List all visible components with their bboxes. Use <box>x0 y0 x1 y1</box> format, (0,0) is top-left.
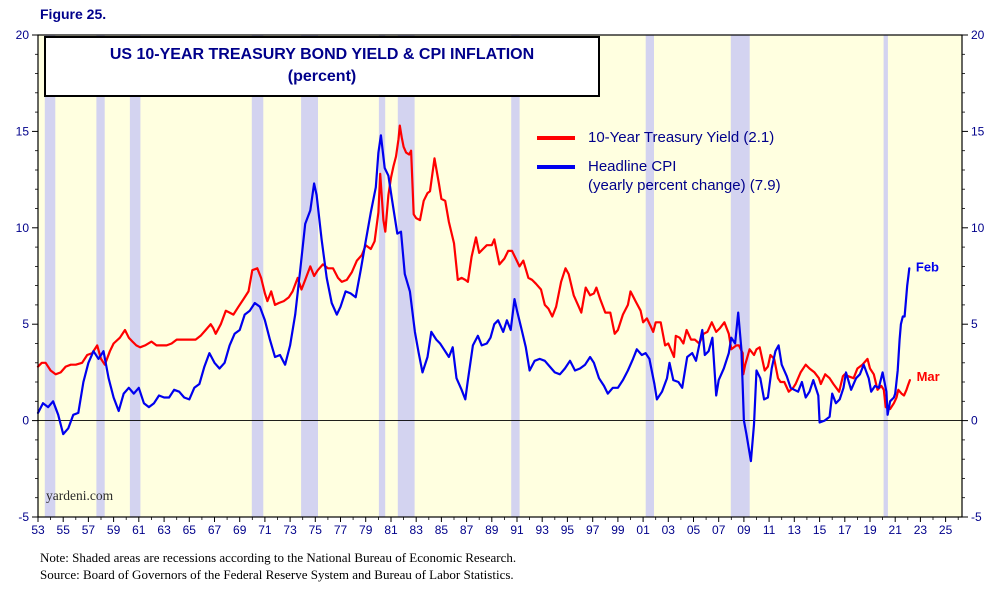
legend-label-cpi-line1: Headline CPI <box>588 157 677 175</box>
x-axis-label: 75 <box>309 523 323 537</box>
x-axis-label: 89 <box>485 523 499 537</box>
x-axis-label: 09 <box>737 523 751 537</box>
x-axis-label: 23 <box>914 523 928 537</box>
x-axis-label: 97 <box>586 523 600 537</box>
x-axis-label: 91 <box>510 523 524 537</box>
y-axis-label-left: 10 <box>16 221 30 235</box>
y-axis-label-left: -5 <box>18 510 29 524</box>
x-axis-label: 61 <box>132 523 146 537</box>
recession-band <box>883 35 888 517</box>
y-axis-label-left: 15 <box>16 124 30 138</box>
x-axis-label: 71 <box>258 523 272 537</box>
x-axis-label: 19 <box>863 523 877 537</box>
x-axis-label: 83 <box>410 523 424 537</box>
x-axis-label: 13 <box>788 523 802 537</box>
recession-band <box>301 35 318 517</box>
y-axis-label-right: 10 <box>971 221 985 235</box>
y-axis-label-right: 0 <box>971 414 978 428</box>
recession-band <box>251 35 264 517</box>
x-axis-label: 79 <box>359 523 373 537</box>
legend-label-treasury: 10-Year Treasury Yield (2.1) <box>588 129 775 146</box>
footnotes: Note: Shaded areas are recessions accord… <box>40 550 516 583</box>
recession-band <box>645 35 654 517</box>
x-axis-label: 21 <box>889 523 903 537</box>
recession-band <box>129 35 141 517</box>
headline-cpi-line <box>36 134 911 463</box>
y-axis-label-right: 15 <box>971 124 985 138</box>
legend-label-cpi-line2: (yearly percent change) (7.9) <box>588 177 781 194</box>
x-axis-label: 07 <box>712 523 726 537</box>
x-axis-label: 77 <box>334 523 348 537</box>
y-axis-label-left: 0 <box>22 414 29 428</box>
plot-background <box>38 35 962 517</box>
recession-band <box>96 35 105 517</box>
legend-entry-treasury: 10-Year Treasury Yield (2.1) <box>537 128 781 148</box>
x-axis-label: 03 <box>662 523 676 537</box>
x-axis-label: 81 <box>384 523 398 537</box>
cpi-line-swatch <box>537 164 575 169</box>
y-axis-label-right: 20 <box>971 28 985 42</box>
x-axis-label: 73 <box>283 523 297 537</box>
latest-month-label-mar: Mar <box>917 369 940 384</box>
x-axis-label: 95 <box>561 523 575 537</box>
x-axis-label: 85 <box>435 523 449 537</box>
chart-title: US 10-YEAR TREASURY BOND YIELD & CPI INF… <box>109 46 535 63</box>
figure-label: Figure 25. <box>40 6 107 22</box>
recession-band <box>378 35 386 517</box>
y-axis-label-right: 5 <box>971 317 978 331</box>
x-axis-label: 01 <box>636 523 650 537</box>
x-axis-label: 65 <box>183 523 197 537</box>
source-line: Source: Board of Governors of the Federa… <box>40 566 514 582</box>
x-axis-label: 55 <box>57 523 71 537</box>
x-axis-label: 69 <box>233 523 247 537</box>
x-axis-label: 53 <box>31 523 45 537</box>
legend-entry-cpi: Headline CPI (yearly percent change) (7.… <box>537 157 781 196</box>
x-axis-label: 63 <box>157 523 171 537</box>
latest-month-label-feb: Feb <box>916 259 939 274</box>
x-axis-label: 93 <box>536 523 550 537</box>
watermark-yardeni: yardeni.com <box>46 488 114 503</box>
recession-band <box>730 35 750 517</box>
x-axis-label: 05 <box>687 523 701 537</box>
chart-area: -5 -5 0 0 5 5 10 10 15 15 20 20 53 55 57 59 61 63 65 67 69 71… <box>0 28 1000 545</box>
note-line: Note: Shaded areas are recessions accord… <box>40 550 517 565</box>
10-year-treasury-yield-line <box>36 124 912 411</box>
x-axis-label: 57 <box>82 523 96 537</box>
x-axis-label: 17 <box>838 523 852 537</box>
x-axis-label: 59 <box>107 523 121 537</box>
recession-band <box>44 35 56 517</box>
chart-subtitle: (percent) <box>287 67 357 85</box>
recession-band <box>511 35 520 517</box>
y-axis-label-left: 20 <box>16 28 30 42</box>
x-axis-label: 67 <box>208 523 222 537</box>
x-axis-label: 87 <box>460 523 474 537</box>
x-axis-label: 15 <box>813 523 827 537</box>
y-axis-label-left: 5 <box>22 317 29 331</box>
chart-title-box: US 10-YEAR TREASURY BOND YIELD & CPI INF… <box>44 36 600 98</box>
x-axis-label: 11 <box>763 523 776 537</box>
legend: 10-Year Treasury Yield (2.1) Headline CP… <box>537 128 781 205</box>
plot-frame <box>37 34 963 518</box>
treasury-line-swatch <box>537 136 575 140</box>
x-axis-label: 99 <box>611 523 625 537</box>
x-axis-label: 25 <box>939 523 953 537</box>
y-axis-label-right: -5 <box>971 510 982 524</box>
